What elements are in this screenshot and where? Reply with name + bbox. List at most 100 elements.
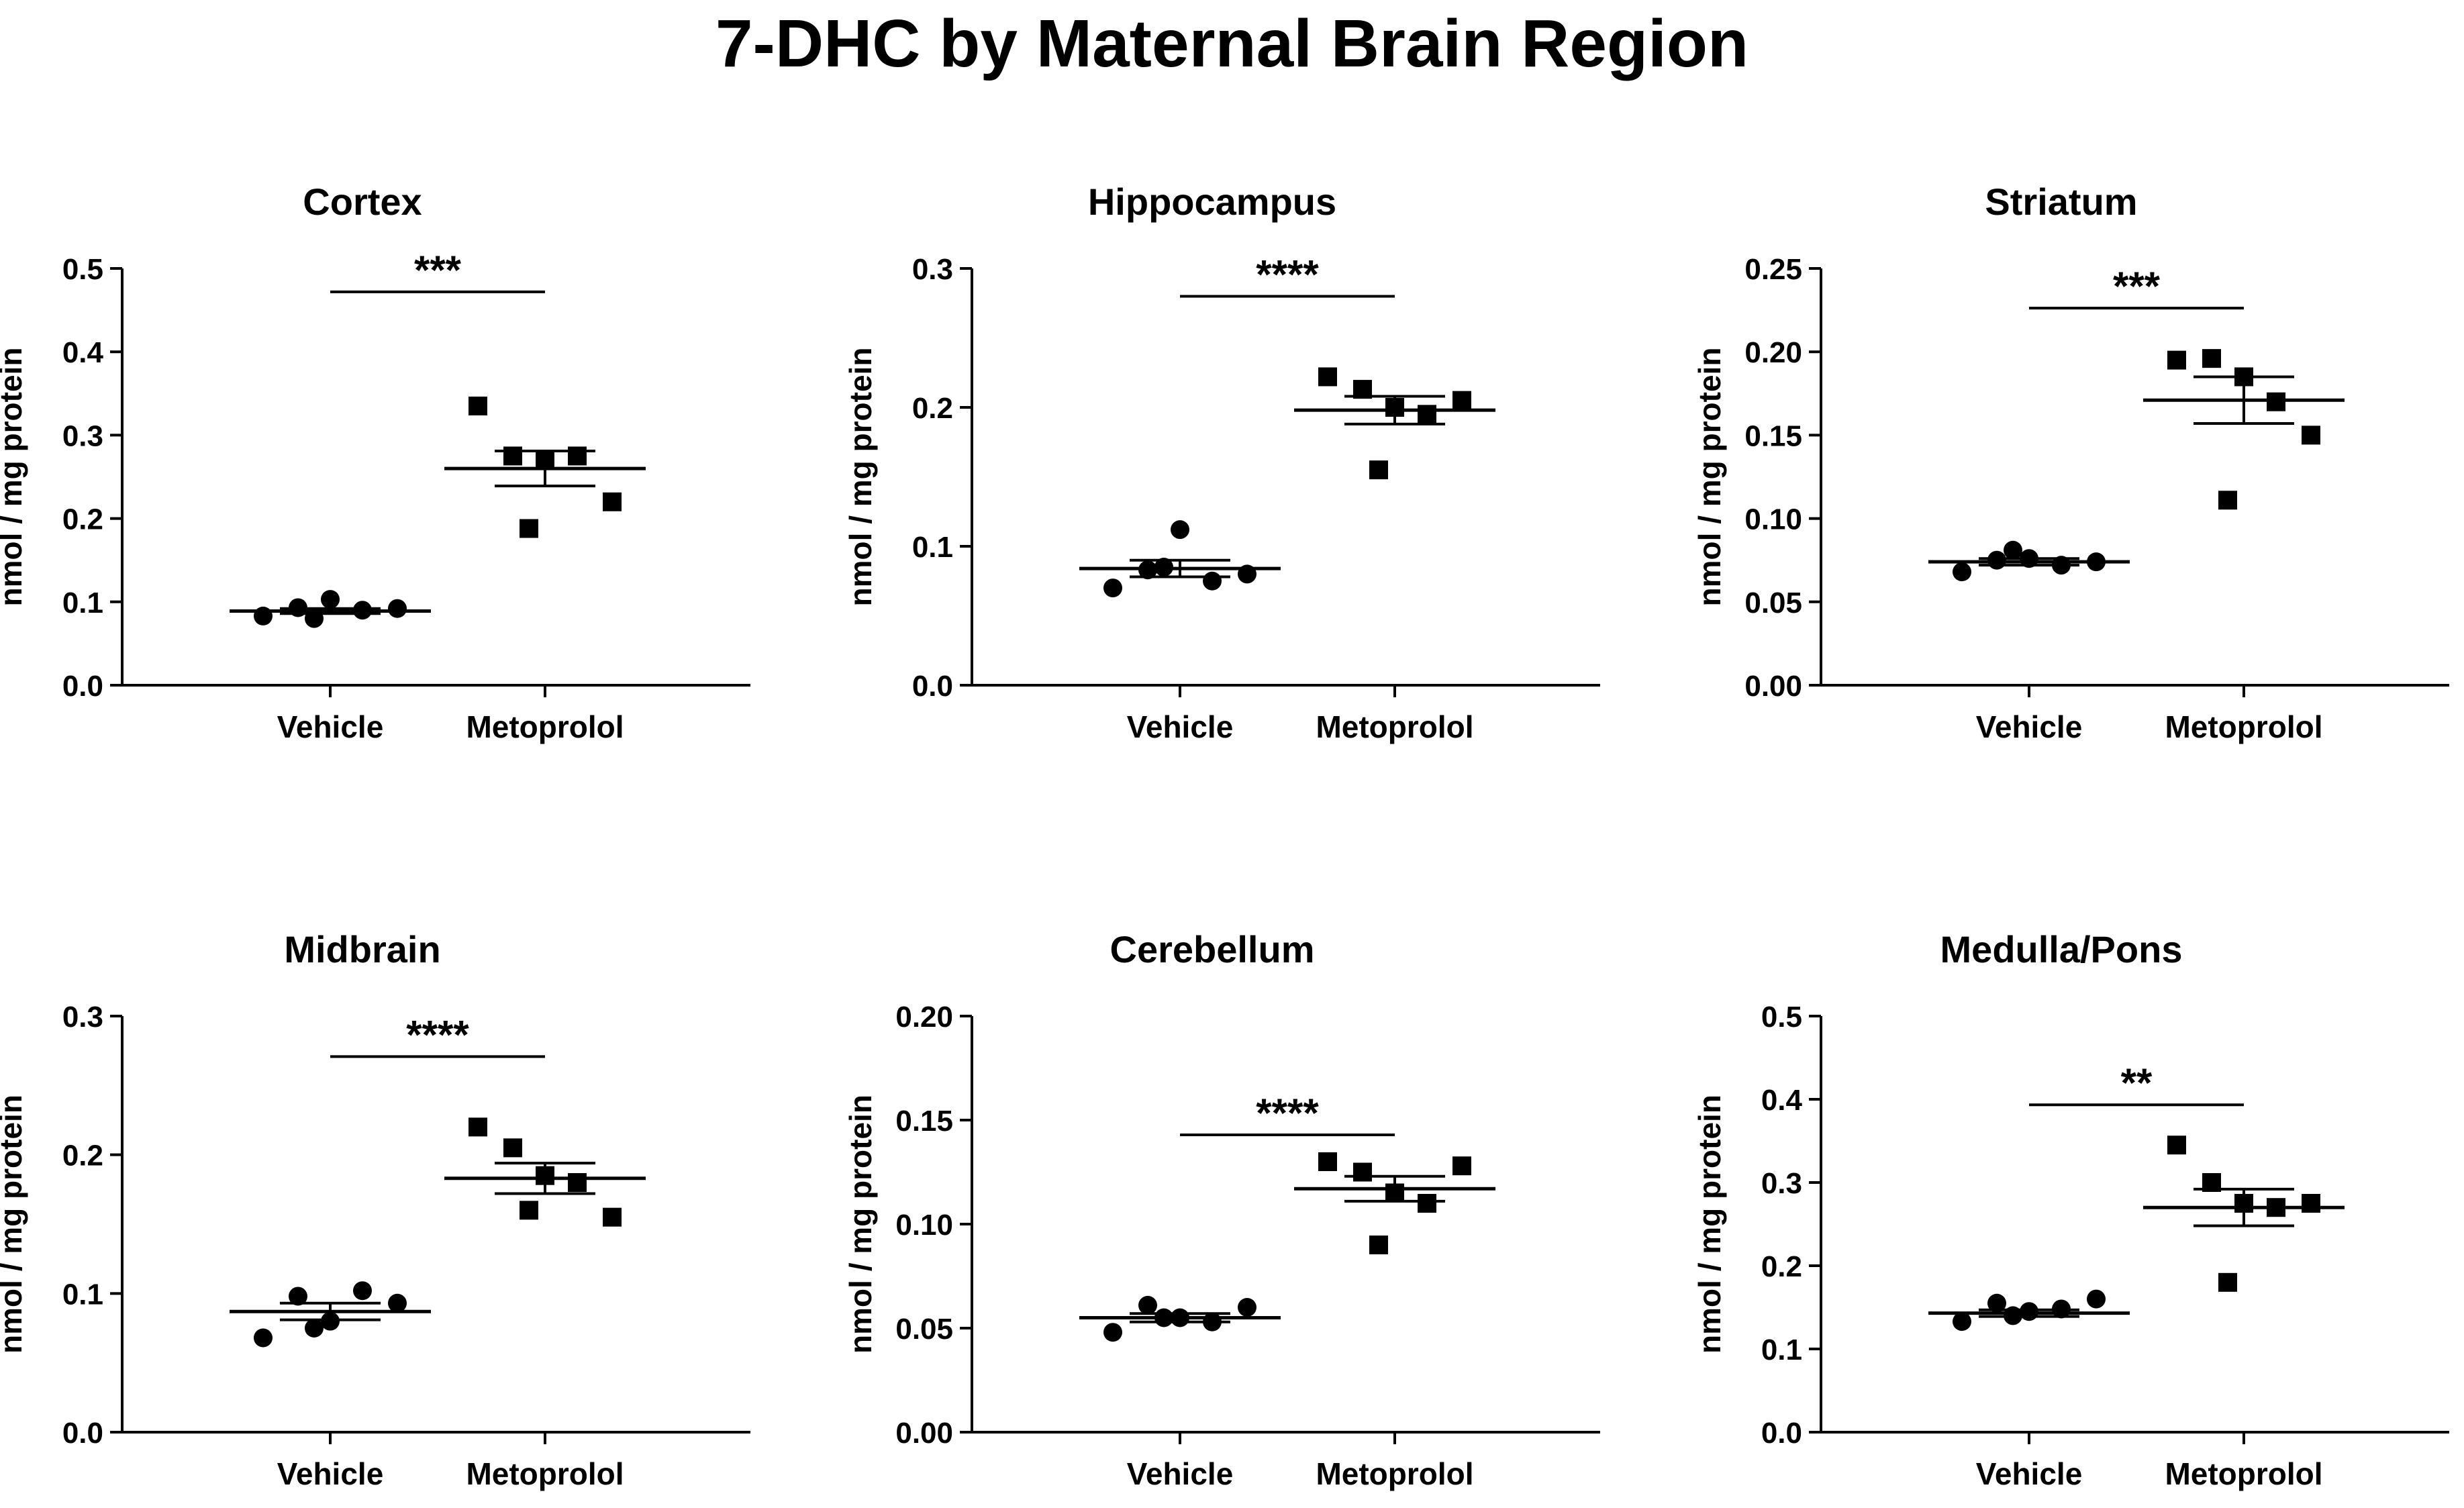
significance-label: ** — [2121, 1060, 2153, 1105]
data-point — [388, 599, 407, 618]
data-point — [1103, 1323, 1122, 1342]
data-point — [520, 519, 538, 538]
data-point — [2004, 540, 2022, 560]
data-point — [1987, 1293, 2006, 1313]
data-point — [1353, 1162, 1372, 1182]
data-point — [568, 446, 587, 466]
y-tick-label: 0.20 — [1744, 336, 1802, 369]
panel-cerebellum: Cerebellum 0.00 0.05 0.10 0.15 0.20 nmol / mg … — [843, 928, 1600, 1491]
y-tick-label: 0.1 — [912, 531, 953, 564]
significance-label: **** — [406, 1012, 469, 1057]
y-tick-label: 0.20 — [895, 1001, 953, 1034]
data-point — [1418, 1194, 1436, 1213]
data-point — [1103, 579, 1122, 598]
y-tick-label: 0.25 — [1744, 253, 1802, 286]
panel-title: Cerebellum — [1110, 928, 1315, 970]
x-tick-label: Metoprolol — [2165, 709, 2322, 744]
x-tick-label: Metoprolol — [1316, 1456, 1473, 1491]
data-point — [2167, 350, 2186, 370]
y-axis-label: nmol / mg protein — [1692, 348, 1727, 607]
y-tick-label: 0.2 — [1761, 1250, 1802, 1283]
data-point — [1369, 1236, 1388, 1254]
data-point — [2218, 491, 2237, 510]
data-point — [1138, 1295, 1157, 1315]
data-point — [321, 590, 340, 609]
data-point — [1369, 460, 1388, 480]
x-tick-label: Metoprolol — [2165, 1456, 2322, 1491]
y-axis-label: nmol / mg protein — [0, 1095, 28, 1354]
data-point — [1953, 562, 1971, 582]
x-tick-label: Vehicle — [277, 709, 384, 744]
y-tick-label: 0.0 — [62, 670, 103, 703]
y-tick-label: 0.2 — [62, 503, 103, 536]
y-tick-label: 0.5 — [62, 253, 103, 286]
data-point — [2202, 349, 2221, 368]
x-tick-label: Vehicle — [1127, 1456, 1234, 1491]
data-point — [2302, 1194, 2320, 1213]
panel-title: Cortex — [303, 181, 422, 223]
significance-label: **** — [1256, 1091, 1319, 1136]
data-point — [1318, 367, 1337, 387]
panel-title: Midbrain — [284, 928, 440, 970]
data-point — [1171, 520, 1189, 540]
data-point — [469, 1117, 487, 1137]
data-point — [353, 1281, 372, 1301]
panel-medulla-pons: Medulla/Pons 0.0 0.1 0.2 0.3 0.4 0.5 nmol / mg … — [1692, 928, 2449, 1491]
data-point — [289, 1287, 307, 1306]
x-tick-label: Metoprolol — [466, 1456, 624, 1491]
panel-title: Striatum — [1985, 181, 2137, 223]
x-tick-label: Metoprolol — [1316, 709, 1473, 744]
data-point — [603, 492, 622, 511]
y-tick-label: 0.0 — [912, 670, 953, 703]
y-axis-label: nmol / mg protein — [843, 1095, 878, 1354]
figure-title: 7-DHC by Maternal Brain Region — [715, 6, 1749, 81]
y-tick-label: 0.10 — [895, 1209, 953, 1242]
data-point — [1953, 1312, 1971, 1331]
data-point — [388, 1293, 407, 1313]
y-tick-label: 0.1 — [62, 1278, 103, 1311]
y-tick-label: 0.00 — [1744, 670, 1802, 703]
data-point — [2218, 1272, 2237, 1292]
data-point — [603, 1207, 622, 1227]
x-tick-label: Vehicle — [1976, 1456, 2083, 1491]
data-point — [1418, 405, 1436, 424]
panel-midbrain: Midbrain 0.0 0.1 0.2 0.3 nmol / mg protein Veh… — [0, 928, 750, 1491]
y-tick-label: 0.0 — [62, 1417, 103, 1450]
y-axis-label: nmol / mg protein — [1692, 1095, 1727, 1354]
y-tick-label: 0.15 — [895, 1105, 953, 1138]
panel-striatum: Striatum 0.00 0.05 0.10 0.15 0.20 0.25 nmol / m… — [1692, 181, 2449, 744]
data-point — [503, 446, 522, 466]
data-point — [568, 1173, 587, 1192]
y-tick-label: 0.15 — [1744, 419, 1802, 452]
significance-label: *** — [2113, 264, 2161, 309]
y-tick-label: 0.2 — [62, 1140, 103, 1172]
data-point — [305, 1319, 324, 1338]
x-tick-label: Vehicle — [1127, 709, 1234, 744]
y-tick-label: 0.2 — [912, 392, 953, 425]
data-point — [1452, 1156, 1471, 1176]
y-tick-label: 0.4 — [62, 336, 104, 369]
y-tick-label: 0.3 — [912, 253, 953, 286]
x-tick-label: Metoprolol — [466, 709, 624, 744]
y-tick-label: 0.5 — [1761, 1001, 1802, 1034]
panel-title: Hippocampus — [1088, 181, 1336, 223]
y-tick-label: 0.3 — [1761, 1167, 1802, 1200]
panel-cortex: Cortex 0.0 0.1 0.2 0.3 0.4 0.5 nmol / mg protei… — [0, 181, 750, 744]
y-tick-label: 0.1 — [1761, 1334, 1802, 1366]
y-tick-label: 0.05 — [895, 1313, 953, 1346]
y-tick-label: 0.00 — [895, 1417, 953, 1450]
y-axis-label: nmol / mg protein — [843, 348, 878, 607]
data-point — [254, 1328, 273, 1348]
data-point — [321, 1311, 340, 1331]
y-tick-label: 0.3 — [62, 1001, 103, 1034]
data-point — [469, 396, 487, 415]
data-point — [1238, 1298, 1256, 1317]
x-tick-label: Vehicle — [277, 1456, 384, 1491]
y-tick-label: 0.10 — [1744, 503, 1802, 536]
y-tick-label: 0.3 — [62, 419, 103, 452]
data-point — [2167, 1136, 2186, 1155]
data-point — [1318, 1152, 1337, 1171]
data-point — [520, 1201, 538, 1220]
significance-label: **** — [1256, 252, 1319, 297]
x-tick-label: Vehicle — [1976, 709, 2083, 744]
